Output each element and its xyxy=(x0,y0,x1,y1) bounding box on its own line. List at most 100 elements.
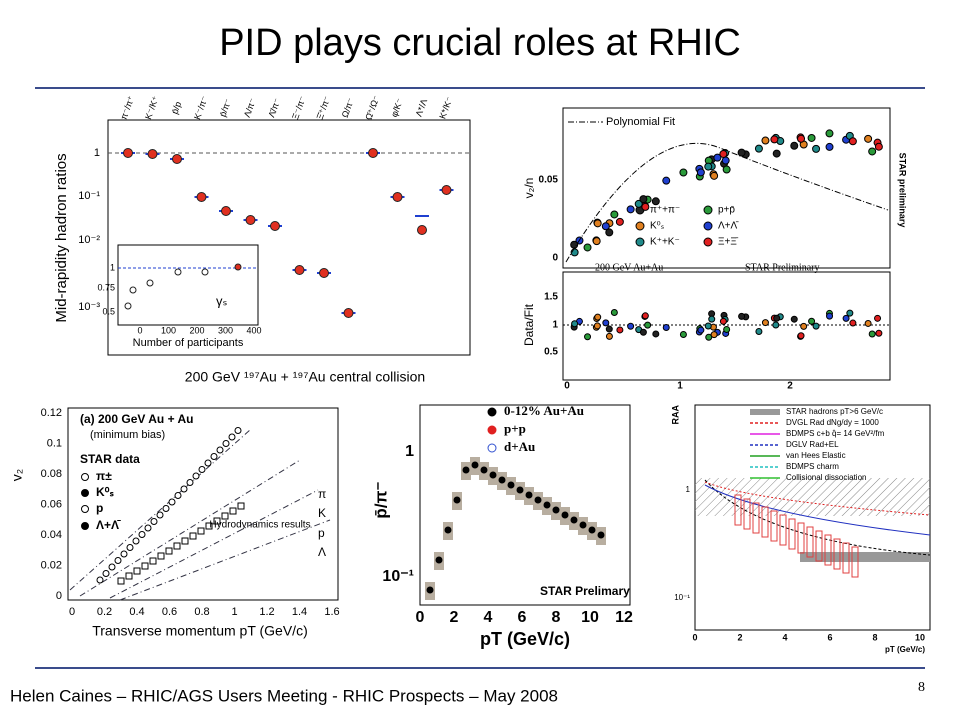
category-label: K⁻/π⁻ xyxy=(192,94,210,120)
ratio-point xyxy=(417,225,427,235)
ratio-point xyxy=(294,265,305,275)
ratio-point xyxy=(571,320,579,328)
legend-entry: d+Au xyxy=(504,439,535,454)
ratio-point xyxy=(584,333,592,341)
legend-marker xyxy=(635,237,645,247)
legend-entry: Ξ+Ξ̄ xyxy=(718,237,739,248)
model-curve xyxy=(704,481,931,516)
ratio-point xyxy=(868,330,876,338)
v2n-point xyxy=(825,129,834,138)
inset-point xyxy=(201,268,209,276)
y-tick-label: 10⁻¹ xyxy=(674,593,690,602)
y-tick-label: 0.06 xyxy=(41,498,62,510)
v2-point xyxy=(234,427,242,434)
v2n-point xyxy=(592,237,601,246)
inset-x-tick: 300 xyxy=(218,325,233,335)
v2-point xyxy=(228,433,236,441)
ratio-point xyxy=(790,315,798,323)
x-tick-label: 12 xyxy=(615,609,633,626)
v2-point xyxy=(150,518,158,525)
legend-marker xyxy=(703,205,713,215)
pbar-point xyxy=(453,496,461,504)
category-label: p̄/p xyxy=(170,100,184,115)
y-label: RAA xyxy=(670,405,680,425)
y-label: p̄/π⁻ xyxy=(371,481,390,518)
v2-point xyxy=(141,562,149,570)
ratio-point xyxy=(627,322,635,330)
x-tick-label: 1 xyxy=(231,606,237,618)
legend-entry: K⁰ₛ xyxy=(650,221,665,232)
ratio-point xyxy=(808,317,816,325)
data-box xyxy=(761,506,769,538)
y-tick-label: 1 xyxy=(552,320,558,331)
v2n-point xyxy=(610,210,619,219)
legend-entry: BDMPS c+b q̂= 14 GeV²/fm xyxy=(786,429,885,438)
v2n-point xyxy=(605,228,614,237)
x-tick-label: 1.4 xyxy=(292,606,307,618)
v2-point xyxy=(102,570,110,577)
fit-curve xyxy=(565,143,889,263)
legend-marker xyxy=(635,221,645,231)
data-box xyxy=(824,534,832,566)
ratio-point xyxy=(594,313,602,321)
v2n-point xyxy=(737,148,746,157)
inset-x-tick: 100 xyxy=(161,325,176,335)
x-tick-label: 8 xyxy=(872,632,877,642)
v2n-point xyxy=(754,144,763,153)
legend-entry: DGLV Rad+EL xyxy=(786,440,839,449)
ratio-point xyxy=(849,319,857,327)
inset-point xyxy=(174,268,182,276)
v2n-point xyxy=(790,141,799,150)
v2-point xyxy=(204,459,212,467)
v2n-point xyxy=(825,142,834,151)
legend-entry: K⁰ₛ xyxy=(96,485,114,499)
ratio-point xyxy=(738,312,746,320)
legend-marker xyxy=(487,443,497,453)
v2-point xyxy=(117,577,125,585)
ratio-point xyxy=(761,319,769,327)
ratio-point xyxy=(196,192,207,202)
v2-point xyxy=(157,552,165,560)
x-tick-label: 0.4 xyxy=(129,606,144,618)
v2-point xyxy=(165,547,173,555)
legend-marker xyxy=(703,237,713,247)
x-tick-label: 0 xyxy=(69,606,75,618)
pbar-point xyxy=(597,531,605,539)
datafit-frame xyxy=(562,271,891,381)
ratio-point xyxy=(319,268,329,278)
ratio-point xyxy=(797,332,805,340)
v2n-point xyxy=(719,149,728,158)
y-tick-label: 0.04 xyxy=(41,529,62,541)
ratio-point xyxy=(392,192,403,202)
v2-point xyxy=(213,517,221,525)
data-box xyxy=(734,494,742,526)
y-tick-label: 0.12 xyxy=(41,407,62,419)
pbar-frame xyxy=(419,404,631,606)
v2n-point xyxy=(761,136,770,145)
legend-entry: 0-12% Au+Au xyxy=(504,403,584,418)
ratio-point xyxy=(616,326,624,334)
v2n-point xyxy=(583,243,592,252)
v2-point xyxy=(126,544,134,551)
y-tick-label: 1 xyxy=(405,443,414,460)
x-tick-label: 8 xyxy=(552,609,561,626)
v2-point xyxy=(96,576,104,584)
v2-point xyxy=(162,505,170,512)
data-box xyxy=(743,498,751,530)
pbar-point xyxy=(471,461,479,469)
model-curve xyxy=(704,484,931,536)
legend-entry: π± xyxy=(96,469,112,483)
v2-point xyxy=(216,446,224,454)
hydro-label: p xyxy=(318,526,325,540)
subheader: (minimum bias) xyxy=(90,429,165,441)
ratio-point xyxy=(123,148,133,158)
ratio-point xyxy=(602,319,610,327)
inset-point xyxy=(146,279,154,287)
v2n-point xyxy=(601,222,610,231)
v2-point xyxy=(181,537,189,545)
x-tick-label: 0 xyxy=(564,381,570,392)
pbar-point xyxy=(543,501,551,509)
legend-marker xyxy=(81,505,89,513)
ratio-point xyxy=(800,322,808,330)
x-tick-label: 0 xyxy=(416,609,425,626)
